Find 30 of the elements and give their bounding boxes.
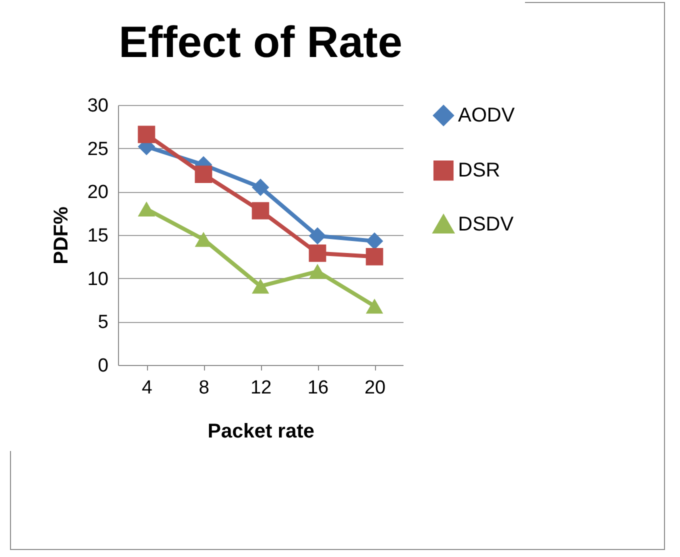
x-tick-label: 20 — [364, 378, 386, 398]
legend-label: DSR — [458, 160, 500, 182]
point — [308, 227, 326, 245]
point — [138, 202, 156, 216]
point — [366, 298, 384, 314]
point — [366, 232, 384, 250]
point — [138, 126, 156, 144]
legend-label: DSDV — [458, 214, 514, 236]
point — [252, 178, 270, 196]
point — [366, 248, 384, 266]
point — [252, 202, 270, 220]
x-axis-title: Packet rate — [208, 420, 314, 442]
y-tick-label: 20 — [87, 182, 108, 204]
point — [308, 264, 326, 279]
y-axis-title: PDF% — [50, 206, 72, 264]
x-tick-label: 4 — [142, 378, 153, 398]
legend-label: AODV — [458, 104, 516, 126]
point — [308, 244, 326, 262]
x-tick-label: 8 — [198, 378, 210, 398]
point — [252, 278, 270, 294]
x-tick-label: 16 — [307, 378, 329, 398]
y-tick-label: 15 — [87, 226, 108, 246]
chart-title: Effect of Rate — [118, 18, 402, 67]
y-tick-label: 25 — [87, 138, 108, 160]
y-tick-label: 0 — [98, 356, 108, 376]
point — [194, 166, 212, 183]
y-tick-label: 5 — [98, 312, 108, 334]
y-tick-label: 10 — [87, 268, 108, 290]
y-tick-label: 30 — [87, 96, 108, 116]
x-tick-label: 12 — [250, 378, 272, 398]
